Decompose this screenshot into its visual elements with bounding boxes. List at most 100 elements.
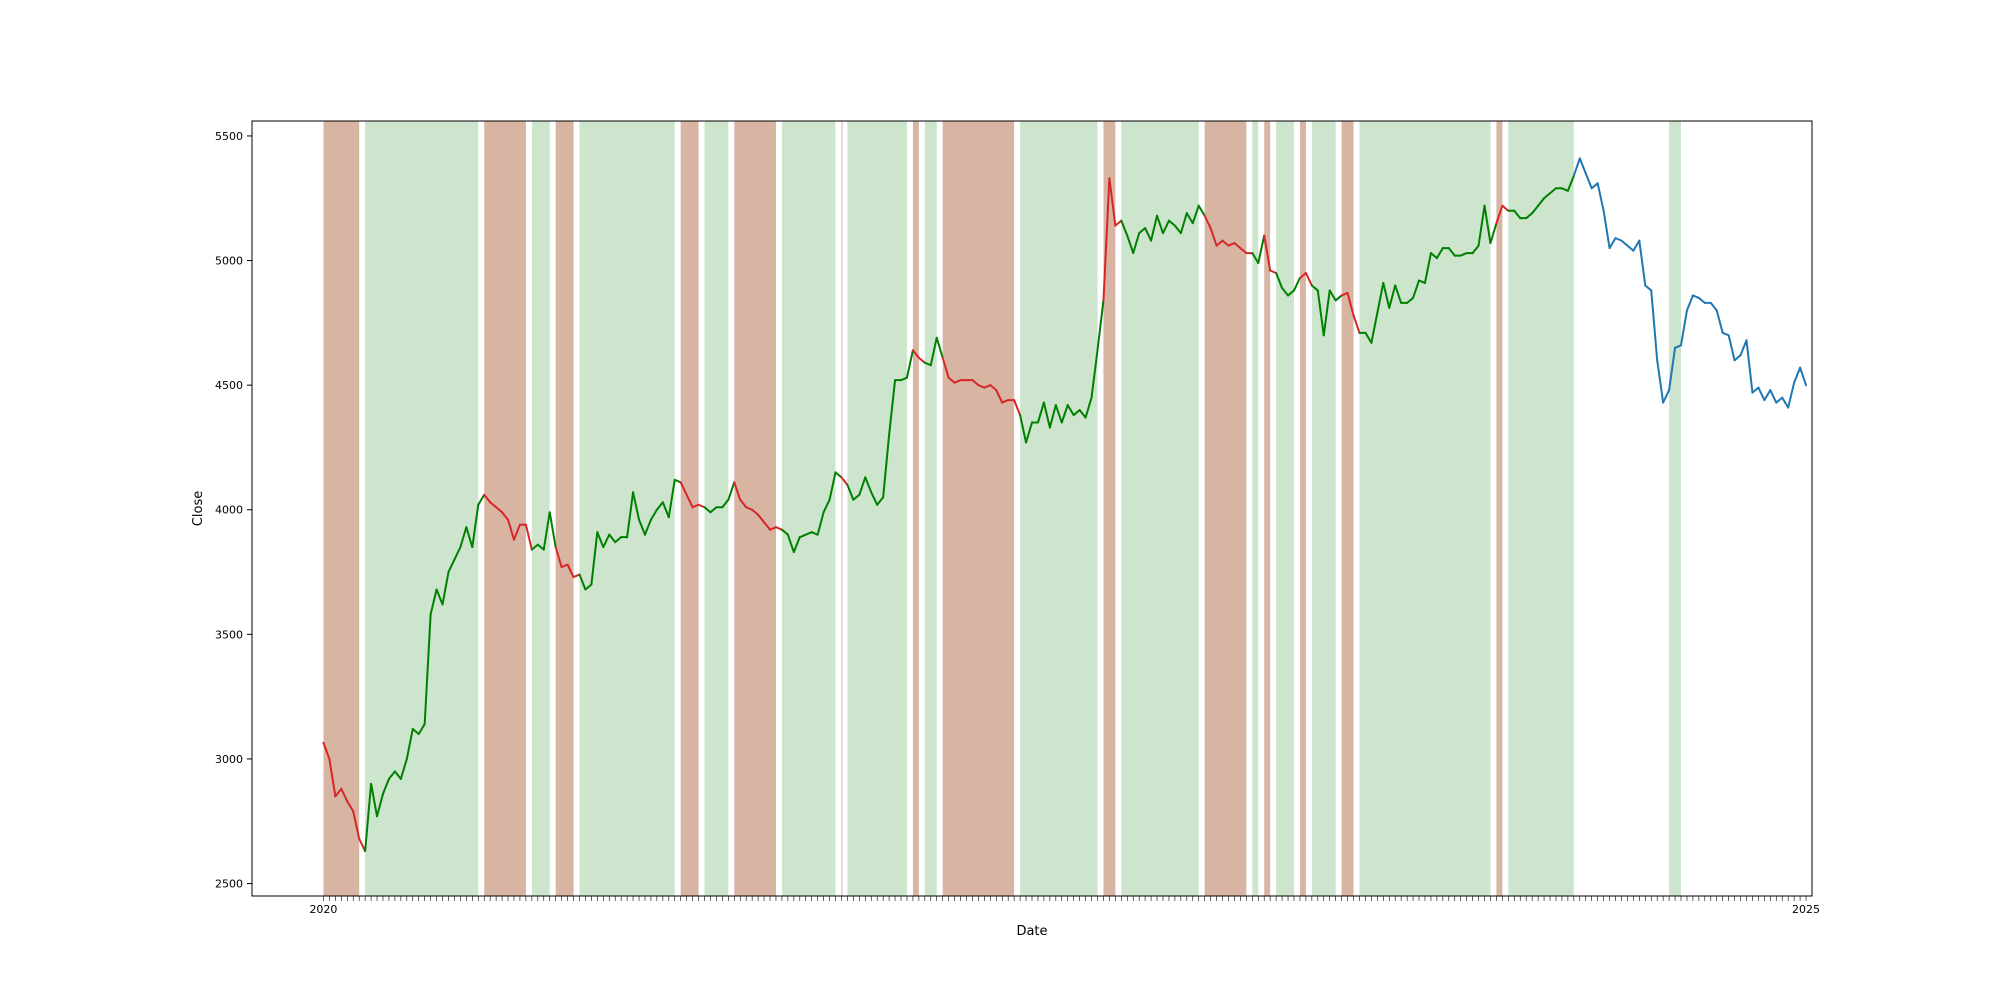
price-segment: [1781, 396, 1790, 409]
price-segment: [423, 613, 432, 726]
price-segment: [947, 376, 956, 384]
price-segment: [1584, 172, 1593, 190]
down-span: [734, 121, 776, 896]
price-segment: [1590, 182, 1599, 190]
price-segment: [1096, 299, 1105, 352]
price-segment: [971, 379, 980, 387]
price-segment: [1019, 414, 1028, 444]
down-span: [555, 121, 574, 896]
price-segment: [596, 531, 605, 549]
price-segment: [328, 757, 337, 798]
up-span: [579, 121, 675, 896]
up-span: [781, 121, 836, 896]
y-tick-label: 3500: [215, 628, 243, 641]
price-segment: [483, 493, 492, 504]
price-segment: [501, 511, 510, 521]
price-segment: [852, 493, 861, 501]
price-segment: [661, 501, 670, 519]
down-span: [680, 121, 699, 896]
price-segment: [649, 508, 658, 521]
price-segment: [489, 501, 498, 509]
price-segment: [1656, 359, 1665, 404]
price-segment: [1566, 174, 1575, 192]
price-segment: [828, 471, 837, 501]
price-segment: [1340, 291, 1349, 297]
price-segment: [923, 361, 932, 367]
price-segment: [1638, 239, 1647, 287]
down-span: [1341, 121, 1354, 896]
price-segment: [1620, 239, 1629, 247]
price-segment: [417, 723, 426, 736]
price-segment: [405, 728, 414, 760]
price-segment: [757, 513, 766, 524]
price-segment: [1596, 182, 1605, 212]
price-segment: [560, 563, 569, 569]
price-segment: [822, 498, 831, 514]
price-segment: [1203, 214, 1212, 230]
price-segment: [554, 546, 563, 569]
down-span: [942, 121, 1015, 896]
price-segment: [1662, 389, 1671, 404]
price-segment: [1090, 349, 1099, 399]
y-tick-label: 3000: [215, 753, 243, 766]
price-segment: [1370, 311, 1379, 344]
price-segment: [1775, 396, 1784, 404]
price-segment: [1793, 366, 1802, 384]
price-segment: [1632, 239, 1641, 252]
price-segment: [1691, 294, 1700, 299]
price-segment: [870, 491, 879, 506]
price-segment: [745, 506, 754, 511]
price-segment: [1120, 219, 1129, 237]
price-segment: [512, 523, 521, 541]
price-segment: [447, 558, 456, 574]
price-segment: [393, 770, 402, 780]
price-segment: [1281, 286, 1290, 297]
price-segment: [643, 518, 652, 536]
price-segment: [1608, 237, 1617, 250]
price-lines: [322, 157, 1808, 853]
price-segment: [572, 573, 581, 579]
price-segment: [1423, 252, 1432, 284]
price-segment: [1197, 204, 1206, 217]
price-segment: [995, 389, 1004, 404]
price-segment: [1709, 301, 1718, 312]
y-axis-label: Close: [191, 491, 206, 526]
price-segment: [1108, 177, 1117, 227]
price-segment: [429, 588, 438, 616]
up-span: [1252, 121, 1259, 896]
price-segment: [679, 481, 688, 496]
price-segment: [441, 571, 450, 606]
price-segment: [739, 498, 748, 509]
price-segment: [1215, 239, 1224, 247]
price-segment: [1239, 247, 1248, 255]
price-segment: [929, 336, 938, 367]
price-segment: [1161, 219, 1170, 235]
price-segment: [1697, 296, 1706, 304]
price-segment: [1429, 252, 1438, 260]
price-segment: [376, 792, 384, 818]
price-segment: [1394, 284, 1403, 304]
up-span: [1508, 121, 1574, 896]
price-segment: [888, 379, 897, 436]
price-segment: [1513, 209, 1522, 220]
price-segment: [495, 506, 504, 514]
x-axis: 2020 2025: [309, 896, 1820, 916]
price-segment: [1060, 404, 1069, 424]
price-segment: [1287, 289, 1295, 297]
price-segment: [1376, 281, 1385, 314]
price-segment: [1531, 204, 1540, 215]
y-tick-label: 4500: [215, 379, 243, 392]
price-segment: [1066, 404, 1075, 417]
price-segment: [524, 523, 533, 551]
price-segment: [1346, 291, 1355, 317]
price-segment: [763, 521, 772, 531]
price-segment: [1674, 344, 1683, 349]
price-segment: [1126, 234, 1135, 255]
price-segment: [1543, 192, 1552, 200]
price-segment: [1447, 247, 1456, 257]
up-span: [1276, 121, 1294, 896]
price-segment: [834, 471, 843, 479]
price-segment: [1275, 272, 1284, 289]
price-segment: [667, 478, 676, 519]
price-segment: [1763, 389, 1772, 402]
